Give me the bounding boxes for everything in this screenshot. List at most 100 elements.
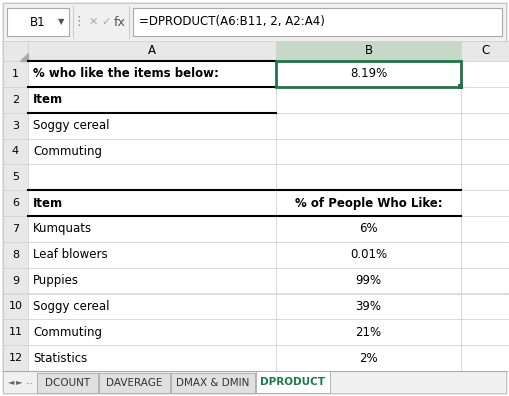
Bar: [3, 61, 28, 87]
Bar: [37, 373, 98, 393]
Text: ▼: ▼: [58, 17, 64, 27]
Text: B: B: [364, 44, 373, 57]
Bar: [276, 139, 461, 164]
Bar: [459, 84, 464, 89]
Text: Commuting: Commuting: [33, 145, 102, 158]
Bar: [3, 164, 28, 190]
Text: fx: fx: [114, 15, 126, 29]
Text: DCOUNT: DCOUNT: [45, 378, 90, 388]
Bar: [3, 242, 28, 268]
Bar: [171, 373, 255, 393]
Bar: [28, 41, 276, 61]
Bar: [3, 3, 506, 41]
Bar: [276, 61, 461, 87]
Text: DMAX & DMIN: DMAX & DMIN: [176, 378, 250, 388]
Bar: [276, 61, 461, 87]
Text: 2: 2: [12, 95, 19, 105]
Bar: [276, 242, 461, 268]
Text: 7: 7: [12, 224, 19, 234]
Text: DAVERAGE: DAVERAGE: [106, 378, 163, 388]
Text: 9: 9: [12, 276, 19, 286]
Bar: [276, 345, 461, 371]
Bar: [276, 41, 461, 61]
Text: DPRODUCT: DPRODUCT: [261, 377, 325, 387]
Text: % who like the items below:: % who like the items below:: [33, 67, 219, 80]
Text: Puppies: Puppies: [33, 274, 79, 287]
Text: 11: 11: [9, 327, 22, 337]
Text: 99%: 99%: [355, 274, 382, 287]
Text: Soggy cereal: Soggy cereal: [33, 119, 109, 132]
Text: Kumquats: Kumquats: [33, 223, 92, 235]
Bar: [461, 242, 509, 268]
Bar: [461, 268, 509, 293]
Bar: [3, 345, 28, 371]
Text: 8.19%: 8.19%: [350, 67, 387, 80]
Bar: [3, 268, 28, 293]
Bar: [7, 8, 69, 36]
Text: % of People Who Like:: % of People Who Like:: [295, 196, 442, 209]
Bar: [28, 139, 276, 164]
Bar: [28, 216, 276, 242]
Bar: [276, 268, 461, 293]
Text: 2%: 2%: [359, 352, 378, 365]
Bar: [28, 242, 276, 268]
Text: ◄: ◄: [8, 377, 14, 386]
Bar: [461, 216, 509, 242]
Bar: [256, 371, 330, 393]
Bar: [28, 61, 276, 87]
Text: ⋮: ⋮: [73, 15, 85, 29]
Text: 21%: 21%: [355, 326, 382, 339]
Bar: [3, 216, 28, 242]
Bar: [276, 190, 461, 216]
Bar: [461, 319, 509, 345]
Text: Item: Item: [33, 196, 63, 209]
Text: Soggy cereal: Soggy cereal: [33, 300, 109, 313]
Bar: [461, 139, 509, 164]
Bar: [461, 113, 509, 139]
Text: ✕: ✕: [89, 17, 98, 27]
Bar: [3, 293, 28, 319]
Text: 3: 3: [12, 121, 19, 131]
Bar: [28, 345, 276, 371]
Bar: [28, 293, 276, 319]
Bar: [99, 373, 170, 393]
Bar: [276, 87, 461, 113]
Bar: [276, 113, 461, 139]
Text: 10: 10: [9, 301, 22, 311]
Text: B1: B1: [30, 15, 46, 29]
Text: ...: ...: [25, 377, 33, 386]
Bar: [28, 268, 276, 293]
Bar: [28, 190, 276, 216]
Text: C: C: [482, 44, 490, 57]
Bar: [461, 190, 509, 216]
Text: 5: 5: [12, 172, 19, 182]
Polygon shape: [20, 53, 28, 61]
Bar: [276, 216, 461, 242]
Bar: [3, 139, 28, 164]
Bar: [3, 41, 28, 61]
Text: Commuting: Commuting: [33, 326, 102, 339]
Text: Leaf blowers: Leaf blowers: [33, 248, 107, 261]
Bar: [133, 8, 502, 36]
Bar: [3, 319, 28, 345]
Bar: [461, 87, 509, 113]
Bar: [276, 293, 461, 319]
Text: 6%: 6%: [359, 223, 378, 235]
Text: ✓: ✓: [101, 17, 110, 27]
Bar: [461, 41, 509, 61]
Text: Item: Item: [33, 93, 63, 106]
Bar: [3, 113, 28, 139]
Bar: [461, 61, 509, 87]
Bar: [461, 164, 509, 190]
Bar: [3, 190, 28, 216]
Bar: [28, 319, 276, 345]
Bar: [28, 164, 276, 190]
Text: 8: 8: [12, 250, 19, 260]
Text: 6: 6: [12, 198, 19, 208]
Bar: [276, 319, 461, 345]
Text: A: A: [148, 44, 156, 57]
Text: 0.01%: 0.01%: [350, 248, 387, 261]
Bar: [3, 87, 28, 113]
Text: 12: 12: [9, 353, 22, 363]
Bar: [3, 371, 506, 393]
